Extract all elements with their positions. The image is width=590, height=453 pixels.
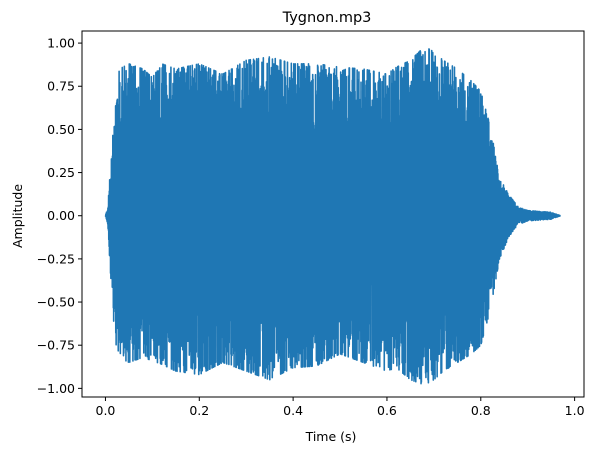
x-tick-label: 1.0 <box>565 403 585 418</box>
y-tick-label: 1.00 <box>47 36 75 51</box>
y-axis: −1.00 −0.75 −0.50 −0.25 0.00 0.25 0.50 0.75 1.00 <box>37 36 82 396</box>
x-tick-label: 0.0 <box>96 403 116 418</box>
waveform-series-line <box>104 48 562 385</box>
y-tick-label: −1.00 <box>37 381 75 396</box>
y-tick-label: 0.75 <box>47 79 75 94</box>
x-axis: 0.0 0.2 0.4 0.6 0.8 1.0 <box>96 397 585 418</box>
y-tick-label: 0.25 <box>47 165 75 180</box>
x-axis-label: Time (s) <box>305 429 357 444</box>
y-tick-label: −0.25 <box>37 251 75 266</box>
x-tick-label: 0.6 <box>377 403 397 418</box>
y-tick-label: −0.75 <box>37 338 75 353</box>
chart-title: Tygnon.mp3 <box>282 10 372 26</box>
x-tick-label: 0.8 <box>471 403 491 418</box>
x-tick-label: 0.2 <box>189 403 209 418</box>
series-layer <box>104 48 562 385</box>
plot-area <box>81 30 585 398</box>
y-tick-label: −0.50 <box>37 295 75 310</box>
y-tick-label: 0.00 <box>47 208 75 223</box>
x-tick-label: 0.4 <box>283 403 303 418</box>
y-axis-label: Amplitude <box>10 184 25 248</box>
y-tick-label: 0.50 <box>47 122 75 137</box>
axes-frame <box>81 30 585 398</box>
